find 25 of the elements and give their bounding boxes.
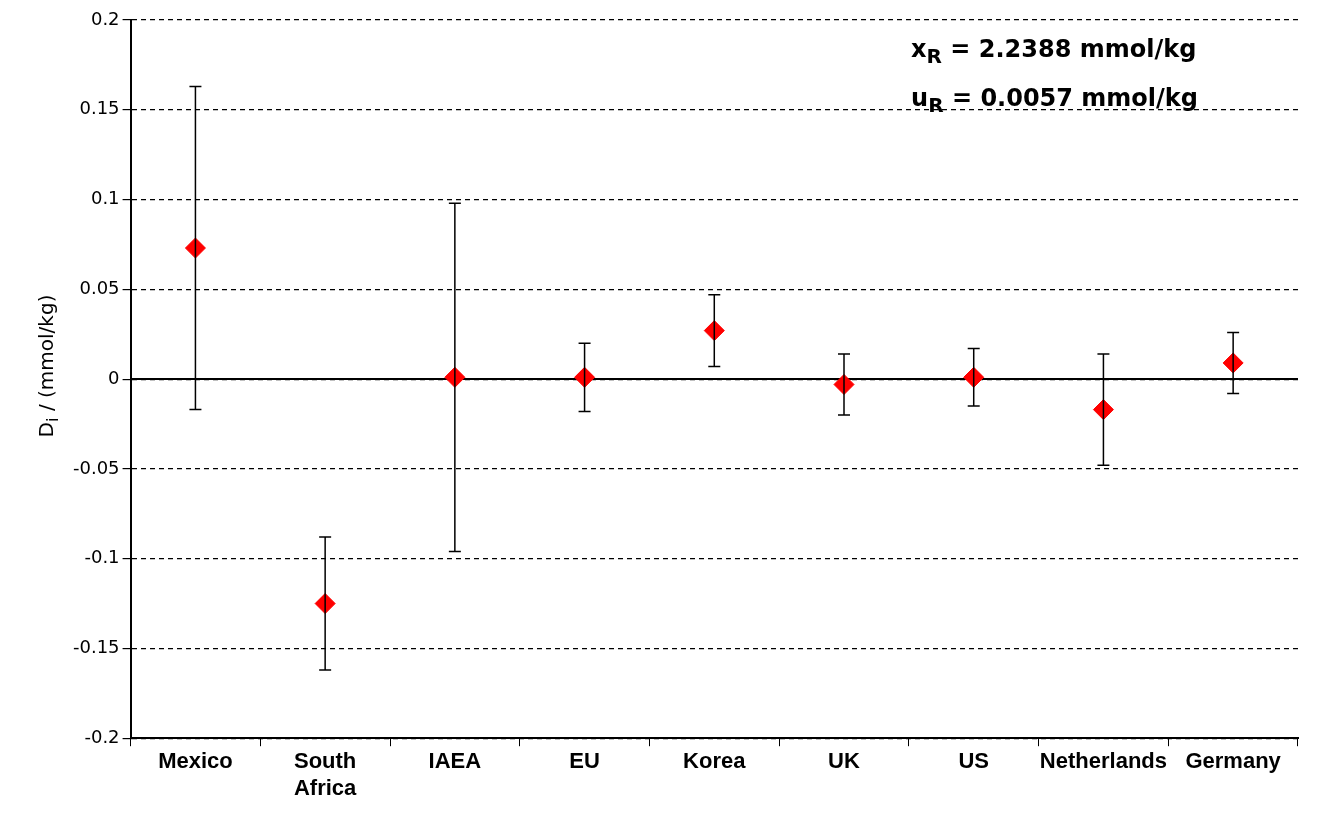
x-tick-label: IAEA <box>428 748 482 774</box>
x-tick-label: South Africa <box>293 748 358 800</box>
y-tick-label: 0.1 <box>90 187 120 209</box>
x-tick-label: US <box>958 748 989 774</box>
point <box>1092 399 1114 421</box>
point <box>963 366 985 388</box>
y-tick-label: 0 <box>108 366 120 388</box>
annotation: x$_{R}$ = 2.2388 mmol/kg <box>911 34 1198 70</box>
point <box>184 237 206 259</box>
point <box>703 320 725 342</box>
y-tick-label: -0.2 <box>84 725 120 747</box>
x-tick-label: Germany <box>1185 748 1282 774</box>
x-tick-label: Mexico <box>158 748 233 774</box>
x-tick-label: Korea <box>683 748 747 774</box>
x-tick-label: Netherlands <box>1039 748 1168 774</box>
y-tick-label: -0.1 <box>84 546 120 568</box>
y-tick-label: -0.05 <box>73 456 120 478</box>
annotation: u$_{R}$ = 0.0057 mmol/kg <box>911 82 1198 119</box>
x-tick-label: UK <box>828 748 860 774</box>
y-tick-label: 0.05 <box>79 277 120 298</box>
y-tick-label: 0.15 <box>79 97 120 119</box>
y-tick-label: -0.15 <box>73 636 120 658</box>
x-tick-label: EU <box>569 748 600 774</box>
y-tick-label: 0.2 <box>90 7 120 29</box>
point <box>574 366 596 388</box>
